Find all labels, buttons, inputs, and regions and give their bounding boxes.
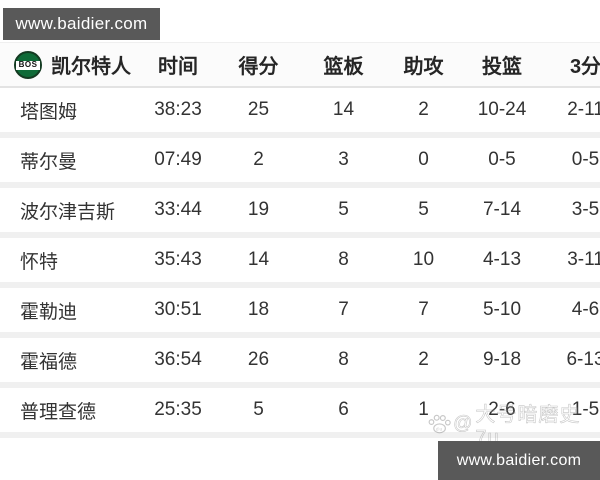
stat-time: 35:43 [154, 249, 202, 270]
stat-fg: 4-13 [482, 249, 522, 270]
player-name: 霍福德 [20, 351, 78, 373]
stat-fg: 0-5 [488, 149, 516, 170]
team-name: 凯尔特人 [51, 56, 131, 78]
stat-fg: 9-18 [482, 349, 522, 370]
stat-3pt: 3-5 [571, 199, 600, 220]
stat-time: 38:23 [154, 99, 202, 120]
stat-time: 36:54 [154, 349, 202, 370]
player-name: 塔图姆 [20, 101, 78, 123]
watermark-bottom: www.baidier.com [438, 441, 600, 480]
watermark-top-text: www.baidier.com [15, 14, 148, 33]
celtics-logo-icon: BOS [14, 50, 42, 79]
stat-time: 07:49 [154, 149, 202, 170]
stat-3pt: 2-11 [567, 99, 600, 120]
stat-assists: 7 [418, 299, 429, 320]
stat-points: 26 [247, 349, 270, 370]
stat-assists: 0 [418, 149, 429, 170]
col-header-fg: 投篮 [482, 56, 522, 78]
stat-3pt: 0-5 [571, 149, 600, 170]
player-row[interactable]: 波尔津吉斯 33:44 19 5 5 7-14 3-5 [0, 188, 600, 238]
stat-points: 18 [247, 299, 270, 320]
team-header-cell: BOS 凯尔特人 [0, 50, 140, 79]
col-header-3pt: 3分 [569, 56, 600, 78]
player-name: 波尔津吉斯 [20, 201, 116, 223]
stat-fg: 2-6 [488, 399, 516, 420]
stat-rebounds: 14 [332, 99, 355, 120]
col-header-rebounds: 篮板 [323, 56, 364, 78]
stat-fg: 5-10 [482, 299, 522, 320]
stat-points: 19 [247, 199, 270, 220]
stat-fg: 7-14 [482, 199, 522, 220]
stat-rebounds: 7 [338, 299, 349, 320]
stat-assists: 2 [418, 349, 429, 370]
col-header-assists: 助攻 [403, 56, 444, 78]
stats-table: BOS 凯尔特人 时间 得分 篮板 助攻 投篮 3分 塔图姆 38:23 25 … [0, 42, 600, 438]
player-row[interactable]: 蒂尔曼 07:49 2 3 0 0-5 0-5 [0, 138, 600, 188]
stat-points: 25 [247, 99, 270, 120]
stat-rebounds: 8 [338, 349, 349, 370]
watermark-bottom-text: www.baidier.com [456, 451, 582, 469]
stat-time: 33:44 [154, 199, 202, 220]
stat-points: 5 [253, 399, 264, 420]
stat-rebounds: 5 [338, 199, 349, 220]
col-header-time: 时间 [158, 56, 198, 78]
player-row[interactable]: 怀特 35:43 14 8 10 4-13 3-11 [0, 238, 600, 288]
stat-3pt: 4-6 [571, 299, 600, 320]
stat-3pt: 6-13 [566, 349, 600, 370]
stat-assists: 2 [418, 99, 429, 120]
stat-assists: 5 [418, 199, 429, 220]
stat-rebounds: 3 [338, 149, 349, 170]
player-row[interactable]: 霍福德 36:54 26 8 2 9-18 6-13 [0, 338, 600, 388]
celtics-logo-abbr: BOS [16, 60, 40, 70]
stat-assists: 10 [412, 249, 435, 270]
stat-3pt: 3-11 [567, 249, 600, 270]
player-name: 蒂尔曼 [20, 151, 78, 173]
stat-time: 25:35 [154, 399, 202, 420]
stat-points: 14 [247, 249, 270, 270]
col-header-points: 得分 [238, 56, 279, 78]
stat-3pt: 1-5 [571, 399, 600, 420]
stat-fg: 10-24 [477, 99, 527, 120]
player-row[interactable]: 塔图姆 38:23 25 14 2 10-24 2-11 [0, 88, 600, 138]
player-name: 怀特 [20, 251, 59, 273]
stat-assists: 1 [418, 399, 429, 420]
table-header: BOS 凯尔特人 时间 得分 篮板 助攻 投篮 3分 [0, 42, 600, 88]
stat-rebounds: 8 [338, 249, 349, 270]
player-name: 霍勒迪 [20, 301, 78, 323]
player-row[interactable]: 普理查德 25:35 5 6 1 2-6 1-5 [0, 388, 600, 438]
stat-time: 30:51 [154, 299, 202, 320]
stats-table-body: 塔图姆 38:23 25 14 2 10-24 2-11 蒂尔曼 07:49 2… [0, 88, 600, 438]
stat-points: 2 [253, 149, 264, 170]
player-row[interactable]: 霍勒迪 30:51 18 7 7 5-10 4-6 [0, 288, 600, 338]
player-name: 普理查德 [20, 401, 97, 423]
stat-rebounds: 6 [338, 399, 349, 420]
watermark-top: www.baidier.com [3, 8, 160, 40]
